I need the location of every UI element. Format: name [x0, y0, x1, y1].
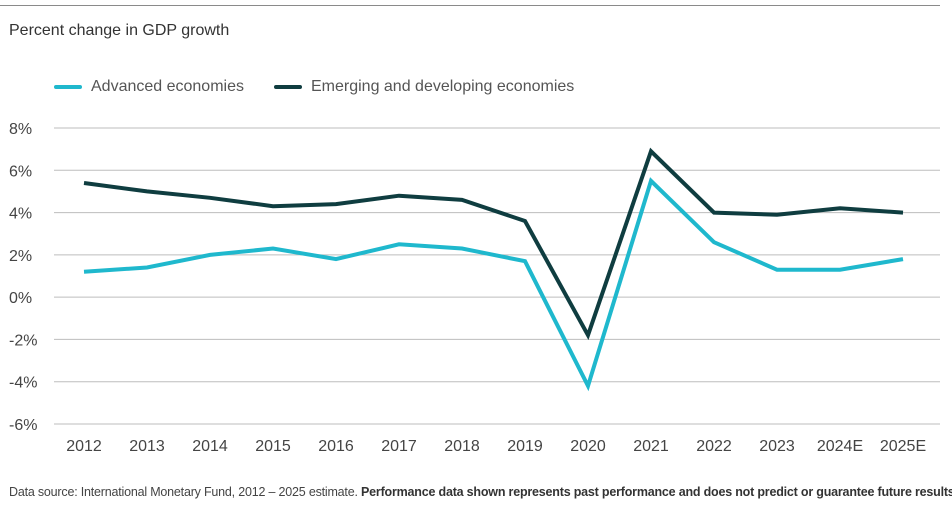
x-tick-label: 2025E	[880, 438, 926, 455]
x-tick-label: 2016	[318, 438, 354, 455]
x-tick-label: 2013	[129, 438, 165, 455]
top-rule	[0, 5, 940, 6]
x-tick-label: 2015	[255, 438, 291, 455]
x-tick-label: 2023	[759, 438, 795, 455]
y-tick-label: -2%	[9, 332, 37, 349]
legend-item-advanced: Advanced economies	[54, 78, 244, 96]
x-tick-label: 2024E	[817, 438, 863, 455]
y-tick-label: 4%	[9, 206, 32, 223]
legend: Advanced economies Emerging and developi…	[54, 78, 604, 96]
footnote-disclaimer: Performance data shown represents past p…	[361, 485, 952, 499]
y-tick-label: 8%	[9, 121, 32, 138]
y-tick-label: 2%	[9, 248, 32, 265]
y-tick-label: 0%	[9, 290, 32, 307]
legend-swatch-advanced	[54, 85, 82, 89]
legend-swatch-emerging	[273, 85, 302, 89]
footnote: Data source: International Monetary Fund…	[9, 485, 952, 499]
x-tick-label: 2021	[633, 438, 669, 455]
x-tick-label: 2018	[444, 438, 480, 455]
x-tick-label: 2014	[192, 438, 228, 455]
y-tick-label: -6%	[9, 417, 37, 434]
grid-lines	[54, 127, 940, 425]
y-tick-label: -4%	[9, 375, 37, 392]
legend-label-advanced: Advanced economies	[91, 78, 244, 95]
series-line-advanced	[83, 177, 904, 392]
series-lines	[83, 147, 904, 392]
series-line-emerging	[83, 147, 904, 341]
x-tick-label: 2022	[696, 438, 732, 455]
footnote-source: Data source: International Monetary Fund…	[9, 485, 358, 499]
chart-subtitle: Percent change in GDP growth	[9, 22, 230, 39]
x-axis-ticks: 2012 2013 2014 2015 2016 2017 2018 2019 2020 2021…	[66, 438, 926, 455]
x-tick-label: 2017	[381, 438, 417, 455]
x-tick-label: 2019	[507, 438, 543, 455]
x-tick-label: 2020	[570, 438, 606, 455]
legend-label-emerging: Emerging and developing economies	[310, 78, 575, 95]
line-chart: 8% 6% 4% 2% 0% -2% -4% -6% 2012 2013 2014 2015 2016…	[9, 121, 940, 455]
x-tick-label: 2012	[66, 438, 102, 455]
y-axis-ticks: 8% 6% 4% 2% 0% -2% -4% -6%	[9, 121, 37, 434]
y-tick-label: 6%	[9, 163, 32, 180]
legend-item-emerging: Emerging and developing economies	[273, 78, 575, 96]
